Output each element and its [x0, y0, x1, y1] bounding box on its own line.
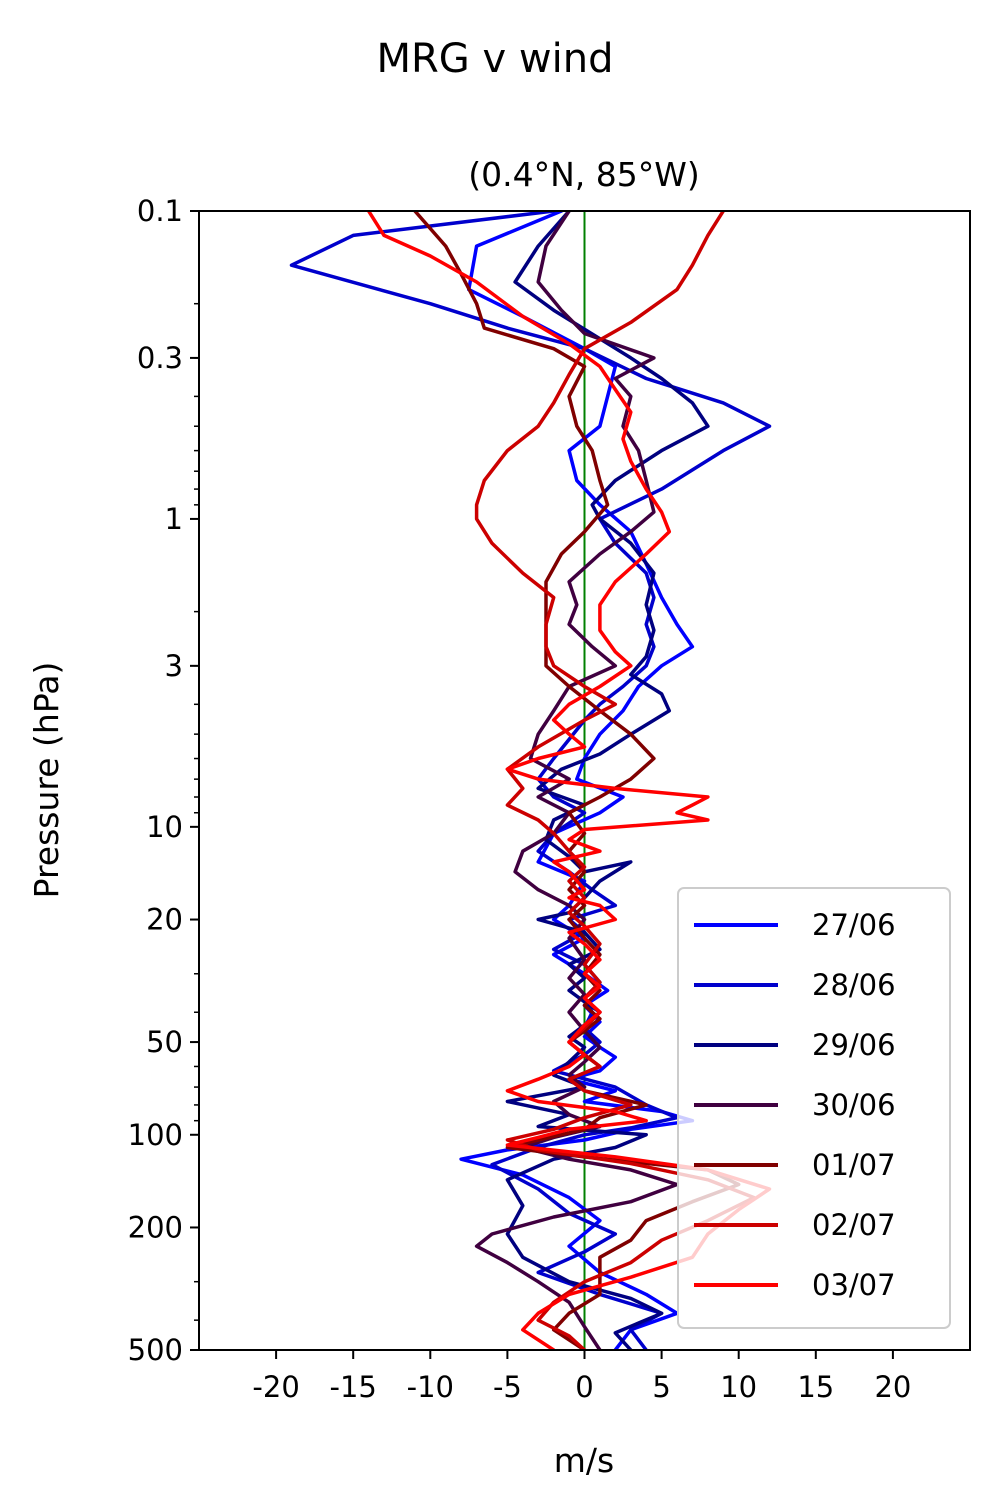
- y-tick-label: 3: [165, 649, 183, 683]
- y-tick-label: 0.1: [137, 194, 183, 228]
- y-tick-label: 200: [128, 1210, 183, 1244]
- x-tick-label: -15: [330, 1370, 377, 1404]
- legend-label: 03/07: [812, 1268, 896, 1302]
- series-line-03-07: [366, 211, 772, 1350]
- chart-suptitle: MRG v wind: [377, 36, 614, 82]
- y-tick-label: 0.3: [137, 341, 183, 375]
- legend-label: 27/06: [812, 908, 896, 942]
- series-line-02-07: [474, 211, 756, 1350]
- legend-box: [677, 887, 951, 1329]
- chart-title: (0.4°N, 85°W): [468, 155, 700, 194]
- series-line-30-06: [474, 211, 679, 1350]
- y-tick-label: 500: [128, 1333, 183, 1367]
- y-tick-label: 50: [146, 1025, 183, 1059]
- series-line-27-06: [459, 211, 695, 1350]
- legend: 27/06 28/06 29/06 30/06 01/07 02/07 03/07: [677, 887, 951, 1329]
- x-tick-label: -10: [407, 1370, 454, 1404]
- legend-label: 01/07: [812, 1148, 896, 1182]
- x-axis: -20 -15 -10 -5 0 5 10 15 20: [252, 1350, 911, 1404]
- x-tick-label: 20: [874, 1370, 911, 1404]
- series-line-28-06: [289, 211, 772, 1350]
- x-tick-label: 10: [720, 1370, 757, 1404]
- x-tick-label: 15: [797, 1370, 834, 1404]
- y-tick-label: 100: [128, 1118, 183, 1152]
- legend-label: 28/06: [812, 968, 896, 1002]
- x-tick-label: -20: [252, 1370, 299, 1404]
- legend-label: 02/07: [812, 1208, 896, 1242]
- y-axis-label: Pressure (hPa): [27, 662, 66, 899]
- x-tick-label: 0: [575, 1370, 593, 1404]
- y-axis: 0.1 0.3 1 3 10 20 50 100 200 500: [128, 194, 199, 1367]
- y-tick-label: 1: [165, 502, 183, 536]
- series-line-29-06: [505, 211, 710, 1350]
- y-tick-label: 20: [146, 903, 183, 937]
- series-layer: [289, 211, 772, 1350]
- legend-label: 30/06: [812, 1088, 896, 1122]
- x-tick-label: 5: [652, 1370, 670, 1404]
- x-axis-label: m/s: [554, 1441, 614, 1480]
- legend-label: 29/06: [812, 1028, 896, 1062]
- x-tick-label: -5: [493, 1370, 522, 1404]
- y-tick-label: 10: [146, 810, 183, 844]
